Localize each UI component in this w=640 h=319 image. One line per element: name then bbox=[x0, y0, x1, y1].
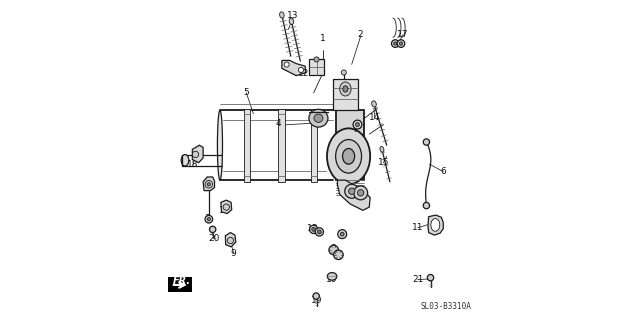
Text: SL03-B3310A: SL03-B3310A bbox=[421, 302, 472, 311]
FancyBboxPatch shape bbox=[168, 277, 192, 292]
Ellipse shape bbox=[354, 186, 367, 200]
Ellipse shape bbox=[207, 183, 211, 186]
Ellipse shape bbox=[284, 62, 289, 67]
Polygon shape bbox=[282, 60, 306, 76]
Ellipse shape bbox=[181, 155, 189, 166]
Ellipse shape bbox=[372, 101, 376, 107]
Text: 19: 19 bbox=[311, 296, 323, 305]
Text: 18: 18 bbox=[307, 224, 319, 233]
Ellipse shape bbox=[205, 181, 212, 188]
Ellipse shape bbox=[397, 40, 405, 48]
Ellipse shape bbox=[335, 139, 362, 173]
Ellipse shape bbox=[394, 42, 397, 45]
Ellipse shape bbox=[380, 146, 384, 152]
Text: 1: 1 bbox=[319, 34, 325, 43]
Text: 14: 14 bbox=[369, 113, 380, 122]
Ellipse shape bbox=[218, 110, 223, 180]
Text: 9: 9 bbox=[231, 249, 237, 258]
Bar bbox=[311, 109, 317, 182]
Ellipse shape bbox=[280, 12, 284, 18]
Text: FR.: FR. bbox=[172, 277, 190, 286]
Polygon shape bbox=[203, 177, 214, 191]
Ellipse shape bbox=[356, 123, 360, 126]
Ellipse shape bbox=[392, 40, 399, 48]
Ellipse shape bbox=[205, 215, 212, 223]
Text: 2: 2 bbox=[358, 30, 364, 39]
Text: 17: 17 bbox=[397, 31, 408, 40]
Ellipse shape bbox=[340, 82, 351, 96]
Polygon shape bbox=[428, 215, 444, 235]
Text: 7: 7 bbox=[339, 230, 345, 239]
Ellipse shape bbox=[329, 245, 339, 255]
Bar bbox=[336, 110, 364, 180]
Ellipse shape bbox=[207, 218, 211, 221]
Ellipse shape bbox=[342, 149, 355, 164]
Ellipse shape bbox=[314, 114, 323, 122]
Ellipse shape bbox=[423, 139, 429, 145]
Ellipse shape bbox=[289, 18, 294, 25]
Polygon shape bbox=[225, 233, 236, 247]
Ellipse shape bbox=[327, 272, 337, 280]
Bar bbox=[333, 78, 358, 110]
Text: 11: 11 bbox=[412, 223, 424, 232]
Ellipse shape bbox=[345, 184, 359, 198]
Ellipse shape bbox=[358, 190, 364, 196]
Ellipse shape bbox=[343, 86, 348, 92]
Text: 4: 4 bbox=[276, 119, 282, 129]
Ellipse shape bbox=[227, 237, 234, 244]
Ellipse shape bbox=[314, 57, 319, 62]
Text: 15: 15 bbox=[378, 158, 389, 167]
Ellipse shape bbox=[309, 109, 328, 127]
Bar bbox=[244, 109, 250, 182]
Polygon shape bbox=[337, 180, 370, 210]
Text: 6: 6 bbox=[440, 167, 446, 176]
Ellipse shape bbox=[223, 204, 230, 210]
Ellipse shape bbox=[340, 232, 344, 236]
Ellipse shape bbox=[341, 70, 346, 75]
Text: 10: 10 bbox=[326, 275, 338, 284]
Text: 13: 13 bbox=[287, 11, 299, 20]
Ellipse shape bbox=[338, 230, 347, 239]
Ellipse shape bbox=[399, 42, 403, 45]
Ellipse shape bbox=[327, 128, 370, 184]
Text: 3: 3 bbox=[204, 214, 210, 223]
Ellipse shape bbox=[298, 67, 303, 72]
Ellipse shape bbox=[431, 219, 440, 231]
Text: 21: 21 bbox=[412, 275, 424, 284]
Text: 7: 7 bbox=[353, 125, 358, 134]
Ellipse shape bbox=[349, 188, 355, 195]
Ellipse shape bbox=[317, 230, 321, 234]
Ellipse shape bbox=[423, 202, 429, 209]
Ellipse shape bbox=[310, 225, 318, 234]
Polygon shape bbox=[193, 145, 203, 163]
Ellipse shape bbox=[353, 120, 362, 129]
Ellipse shape bbox=[333, 250, 343, 260]
Ellipse shape bbox=[209, 226, 216, 233]
Text: 20: 20 bbox=[208, 234, 220, 243]
Text: 12: 12 bbox=[298, 69, 310, 78]
Text: 5: 5 bbox=[243, 88, 249, 97]
Ellipse shape bbox=[428, 274, 434, 281]
Text: 18: 18 bbox=[188, 160, 198, 169]
Ellipse shape bbox=[313, 293, 319, 299]
Bar bbox=[278, 109, 285, 182]
Bar bbox=[309, 59, 324, 75]
Ellipse shape bbox=[316, 228, 323, 236]
Text: 16: 16 bbox=[219, 206, 230, 215]
Polygon shape bbox=[221, 200, 232, 213]
Ellipse shape bbox=[312, 227, 316, 231]
Ellipse shape bbox=[193, 151, 198, 158]
Text: 8: 8 bbox=[331, 244, 337, 253]
